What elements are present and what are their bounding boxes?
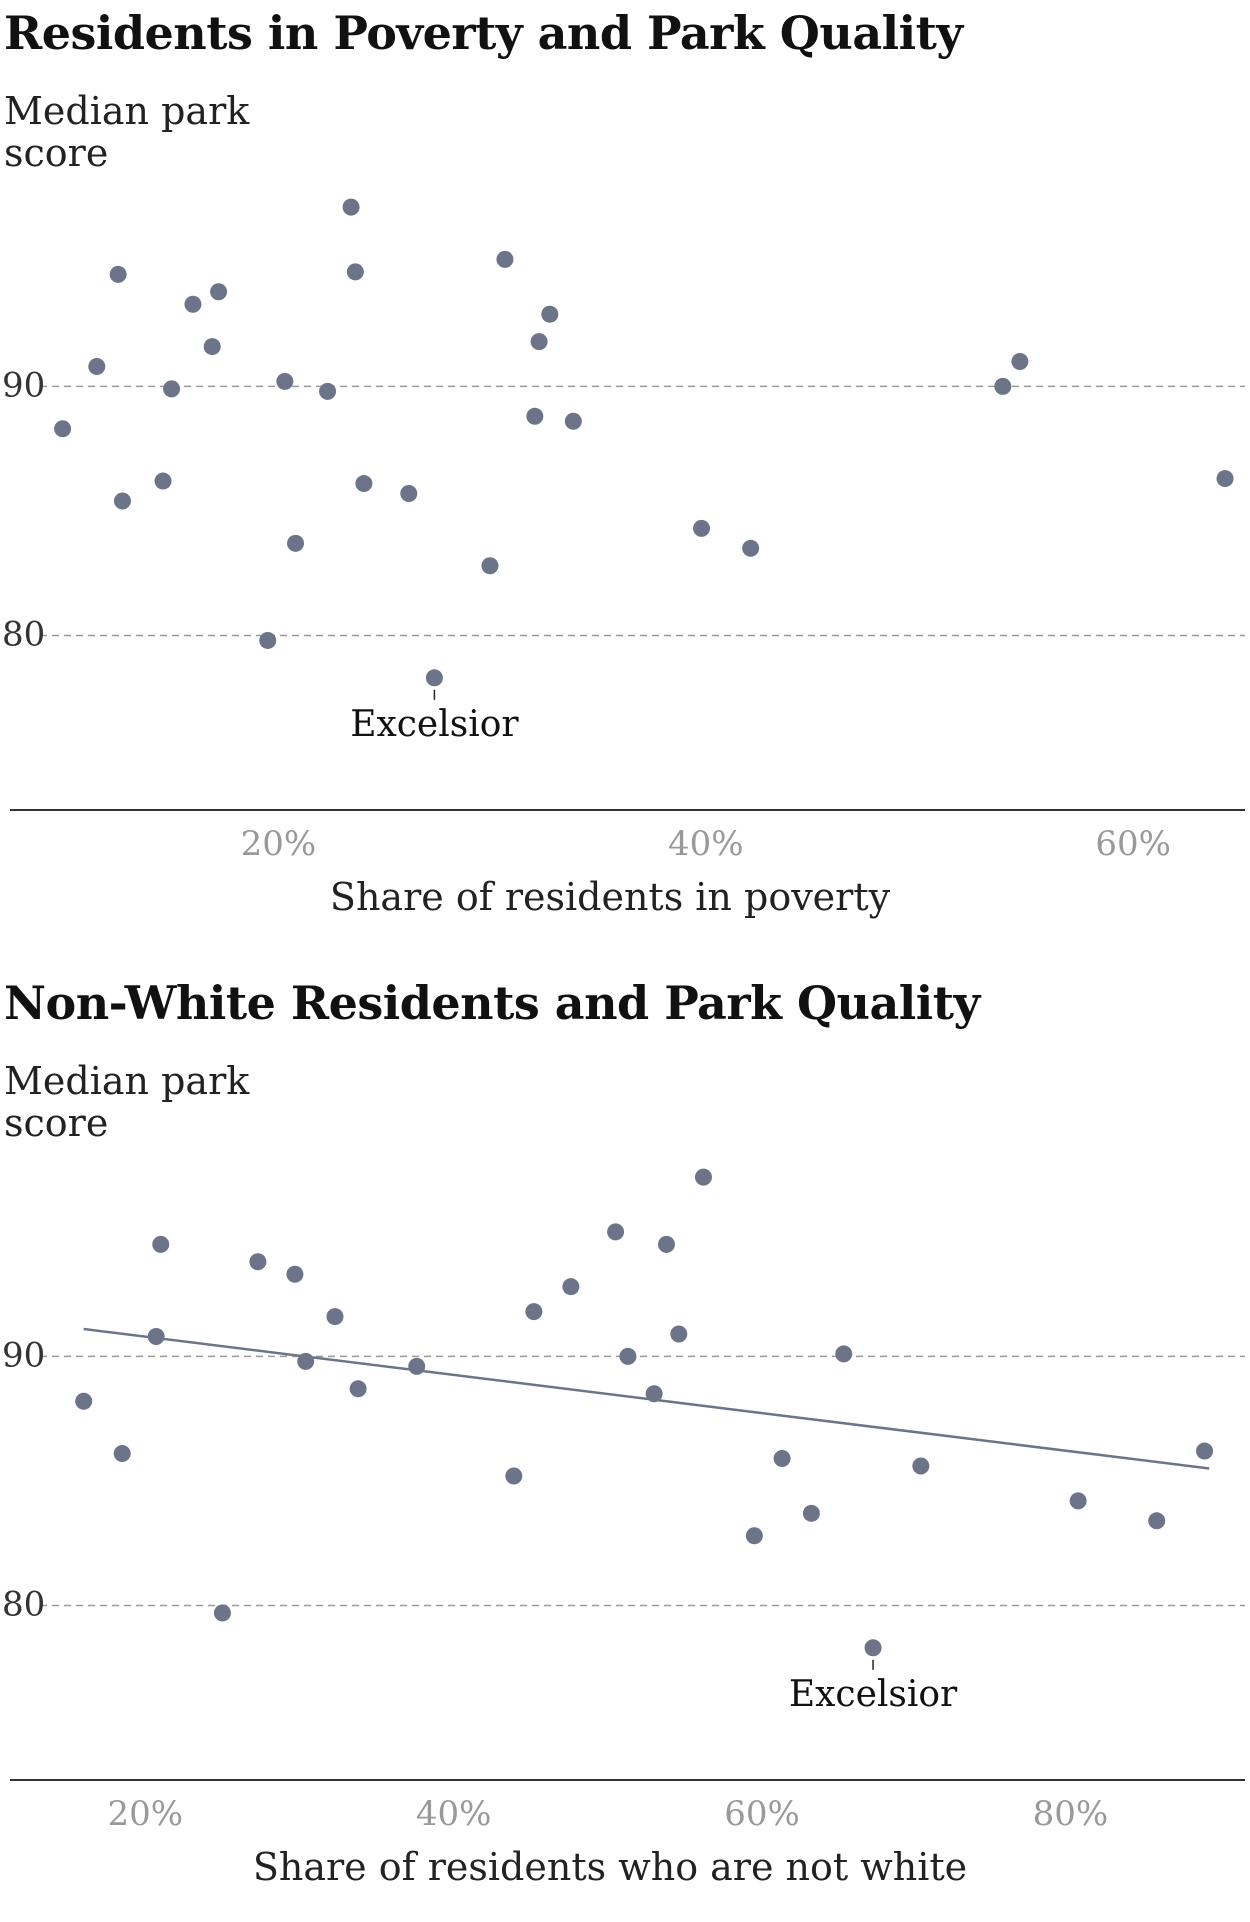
x-axis-label: Share of residents who are not white bbox=[253, 1845, 967, 1889]
data-point bbox=[113, 492, 131, 510]
data-point bbox=[276, 372, 294, 390]
y-tick-label: 80 bbox=[2, 1584, 45, 1624]
data-point bbox=[147, 1327, 165, 1345]
data-point bbox=[564, 412, 582, 430]
data-point bbox=[286, 1265, 304, 1283]
data-point bbox=[541, 305, 559, 323]
chart-poverty: Residents in Poverty and Park Quality Me… bbox=[0, 0, 1250, 950]
annotation-label: Excelsior bbox=[350, 704, 519, 745]
data-point bbox=[259, 631, 277, 649]
y-axis-label: score bbox=[4, 131, 108, 175]
data-point bbox=[287, 534, 305, 552]
y-tick-label: 80 bbox=[2, 614, 45, 654]
data-point bbox=[994, 377, 1012, 395]
annotation-label: Excelsior bbox=[789, 1674, 958, 1715]
data-point bbox=[297, 1352, 315, 1370]
data-point bbox=[912, 1457, 930, 1475]
data-point bbox=[530, 333, 548, 351]
x-axis-label: Share of residents in poverty bbox=[330, 875, 891, 919]
x-tick-label: 20% bbox=[108, 1794, 184, 1834]
data-point bbox=[184, 295, 202, 313]
data-point bbox=[203, 338, 221, 356]
data-point bbox=[163, 380, 181, 398]
data-point bbox=[481, 557, 499, 575]
data-point bbox=[1069, 1492, 1087, 1510]
x-tick-label: 40% bbox=[668, 824, 744, 864]
data-point bbox=[326, 1308, 344, 1326]
data-point bbox=[526, 407, 544, 425]
chart-nonwhite: Non-White Residents and Park Quality Med… bbox=[0, 970, 1250, 1922]
data-point bbox=[525, 1303, 543, 1321]
data-point bbox=[355, 475, 373, 493]
x-tick-label: 40% bbox=[416, 1794, 492, 1834]
data-point bbox=[54, 420, 72, 438]
data-point bbox=[619, 1347, 637, 1365]
data-point bbox=[802, 1504, 820, 1522]
y-axis-label: Median park bbox=[4, 1059, 250, 1103]
data-point bbox=[505, 1467, 523, 1485]
data-point bbox=[109, 265, 127, 283]
data-point bbox=[1196, 1442, 1214, 1460]
chart-title: Non-White Residents and Park Quality bbox=[4, 976, 980, 1030]
data-point bbox=[745, 1527, 763, 1545]
data-point bbox=[1148, 1512, 1166, 1530]
data-point bbox=[864, 1639, 882, 1657]
data-point bbox=[694, 1168, 712, 1186]
data-point bbox=[88, 357, 106, 375]
data-point bbox=[210, 283, 228, 301]
data-point bbox=[154, 472, 172, 490]
chart-title: Residents in Poverty and Park Quality bbox=[4, 6, 963, 60]
data-point bbox=[152, 1235, 170, 1253]
data-point bbox=[408, 1357, 426, 1375]
data-point bbox=[742, 539, 760, 557]
data-point bbox=[693, 519, 711, 537]
data-point bbox=[645, 1385, 663, 1403]
x-tick-label: 20% bbox=[241, 824, 317, 864]
data-point bbox=[249, 1253, 267, 1271]
data-point bbox=[1011, 353, 1029, 371]
data-point bbox=[496, 250, 514, 268]
y-tick-label: 90 bbox=[2, 1335, 45, 1375]
data-point bbox=[1216, 470, 1234, 488]
data-point bbox=[670, 1325, 688, 1343]
data-point bbox=[349, 1380, 367, 1398]
data-point bbox=[400, 485, 418, 503]
data-point bbox=[607, 1223, 625, 1241]
data-point bbox=[562, 1278, 580, 1296]
data-point bbox=[342, 198, 360, 216]
data-point bbox=[425, 669, 443, 687]
data-point bbox=[835, 1345, 853, 1363]
data-point bbox=[213, 1604, 231, 1622]
y-axis-label: Median park bbox=[4, 89, 250, 133]
y-tick-label: 90 bbox=[2, 365, 45, 405]
data-point bbox=[319, 382, 337, 400]
data-point bbox=[113, 1445, 131, 1463]
x-tick-label: 60% bbox=[1095, 824, 1171, 864]
y-axis-label: score bbox=[4, 1101, 108, 1145]
x-tick-label: 60% bbox=[724, 1794, 800, 1834]
data-point bbox=[346, 263, 364, 281]
data-point bbox=[657, 1235, 675, 1253]
data-point bbox=[773, 1450, 791, 1468]
data-point bbox=[75, 1392, 93, 1410]
trendline bbox=[83, 1327, 1210, 1470]
x-tick-label: 80% bbox=[1033, 1794, 1109, 1834]
